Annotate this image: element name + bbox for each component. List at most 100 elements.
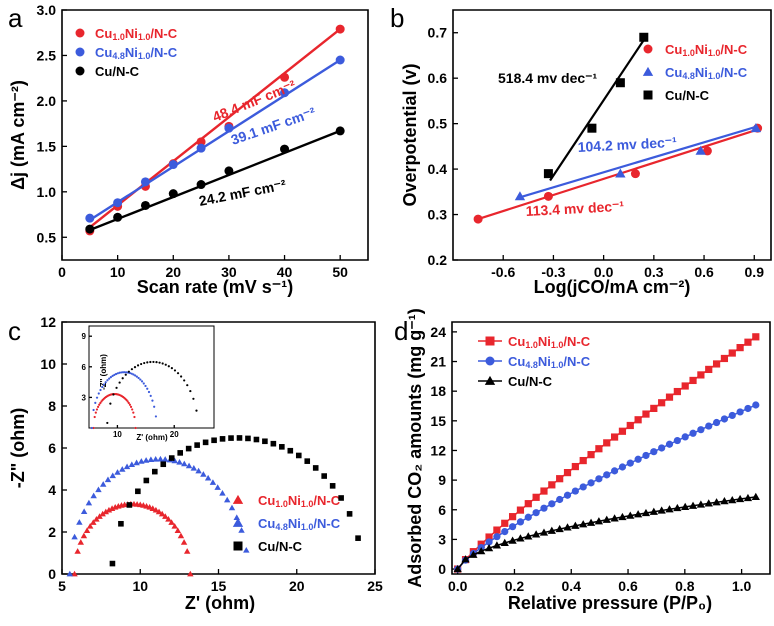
data-point — [630, 169, 640, 179]
data-point — [752, 333, 760, 341]
data-point — [238, 527, 245, 533]
x-tick-label: 0 — [58, 264, 66, 280]
data-point — [181, 460, 188, 467]
data-point — [143, 477, 150, 484]
panel-label-d: d — [394, 316, 408, 346]
data-point — [736, 344, 744, 352]
data-point — [152, 506, 160, 513]
inset-point — [132, 373, 135, 376]
y-tick-label: 21 — [430, 354, 446, 370]
data-point — [696, 500, 706, 508]
inset-point — [126, 400, 129, 403]
data-point — [642, 451, 650, 460]
data-point — [123, 463, 131, 470]
data-point — [532, 493, 540, 501]
inset-point — [102, 383, 106, 386]
inset-point — [134, 426, 137, 430]
data-point — [705, 365, 713, 374]
inset-point — [153, 405, 156, 408]
data-point — [214, 484, 221, 490]
data-point — [99, 481, 107, 487]
legend-entry: Cu/N-C — [95, 64, 140, 79]
data-point — [618, 463, 627, 471]
data-point — [473, 214, 483, 224]
plot-frame — [451, 321, 771, 575]
inset-point — [176, 372, 180, 375]
inset-point — [170, 367, 173, 370]
data-point — [96, 513, 103, 519]
inset-point — [133, 415, 136, 419]
data-point — [728, 349, 736, 357]
data-point — [233, 514, 240, 521]
inset-point — [94, 411, 97, 414]
data-point — [563, 491, 572, 499]
inset-point — [90, 426, 93, 430]
x-tick-label: 0.6 — [694, 264, 714, 280]
y-tick-label: 1.0 — [37, 184, 57, 200]
data-point — [142, 457, 150, 463]
data-point — [501, 527, 509, 536]
data-point — [571, 462, 579, 471]
data-point — [355, 535, 361, 541]
data-point — [453, 564, 462, 573]
y-tick-label: 2 — [48, 524, 56, 540]
data-point — [688, 501, 698, 509]
data-point — [493, 526, 501, 534]
data-point — [695, 145, 706, 155]
inset-point — [149, 394, 152, 397]
x-axis-label: Z' (ohm) — [185, 593, 255, 613]
data-point — [524, 513, 532, 521]
data-point — [516, 518, 525, 526]
x-tick-label: -0.6 — [491, 264, 515, 280]
inset-point — [120, 371, 123, 374]
data-point — [508, 513, 517, 521]
legend-marker — [485, 356, 495, 366]
data-point — [287, 447, 294, 454]
inset-point — [144, 384, 147, 388]
data-point — [547, 526, 556, 534]
data-point — [135, 488, 141, 495]
data-point — [104, 476, 112, 483]
data-point — [228, 435, 234, 441]
data-point — [689, 376, 697, 385]
data-point — [586, 518, 596, 526]
data-point — [712, 418, 721, 427]
x-tick-label: 25 — [367, 578, 383, 594]
data-point — [657, 506, 666, 514]
data-point — [603, 439, 611, 447]
slope-annotation: 113.4 mv dec⁻¹ — [525, 198, 624, 219]
data-point — [114, 469, 121, 475]
data-point — [138, 458, 145, 464]
data-point — [200, 471, 207, 477]
data-point — [270, 440, 277, 447]
x-tick-label: 40 — [277, 264, 293, 280]
x-tick-label: 0.4 — [562, 578, 582, 594]
y-tick-label: 0.5 — [37, 229, 57, 245]
inset-point — [151, 399, 154, 402]
y-tick-label: 15 — [430, 413, 446, 429]
inset-point — [97, 392, 100, 395]
data-point — [329, 483, 336, 489]
data-point — [618, 512, 627, 521]
data-point — [219, 436, 226, 442]
inset-point — [186, 384, 189, 387]
legend-marker — [643, 90, 653, 100]
inset-y-tick-label: 3 — [82, 393, 87, 402]
x-tick-label: 0.8 — [675, 578, 695, 594]
inset-point — [92, 426, 95, 430]
data-point — [615, 168, 626, 178]
data-point — [673, 436, 681, 445]
data-point — [492, 541, 502, 549]
data-point — [177, 532, 185, 539]
legend-entry: Cu/N-C — [665, 88, 710, 103]
data-point — [177, 450, 184, 456]
data-point — [224, 166, 234, 176]
data-point — [66, 570, 74, 577]
data-point — [335, 55, 345, 65]
data-point — [595, 475, 603, 483]
data-point — [147, 456, 155, 462]
inset-point — [133, 365, 137, 369]
data-point — [105, 506, 113, 513]
data-point — [211, 437, 217, 444]
inset-point — [135, 375, 138, 378]
